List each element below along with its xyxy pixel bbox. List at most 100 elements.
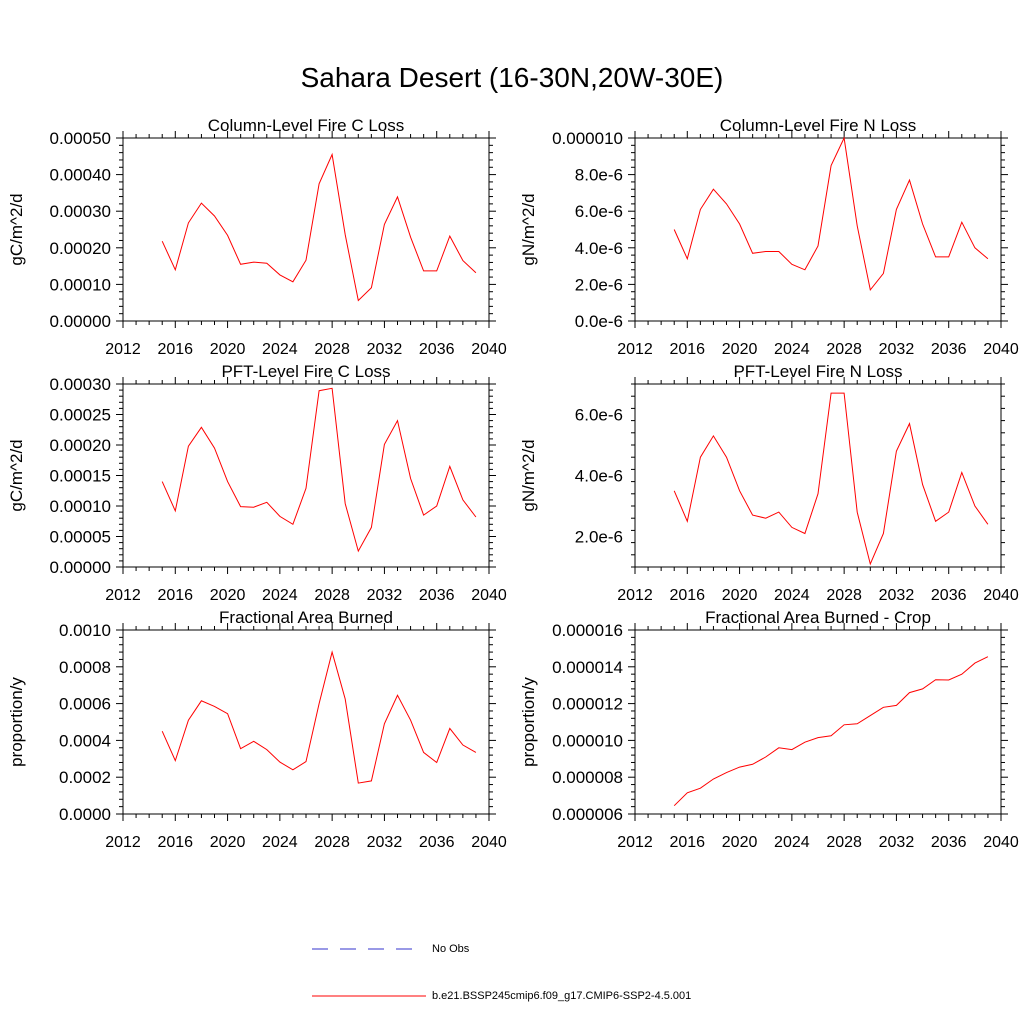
x-tick-label: 2036 bbox=[419, 587, 455, 604]
panel-3: PFT-Level Fire C Loss 2012 2016 2020 2024 202… bbox=[7, 362, 507, 604]
figure-title: Sahara Desert (16-30N,20W-30E) bbox=[300, 62, 724, 93]
y-tick-label: 0.00000 bbox=[50, 312, 111, 331]
y-tick-label: 2.0e-6 bbox=[575, 528, 623, 547]
x-tick-label: 2016 bbox=[669, 834, 705, 851]
x-tick-label: 2020 bbox=[722, 587, 758, 604]
x-tick-label: 2024 bbox=[774, 587, 810, 604]
y-tick-label: 4.0e-6 bbox=[575, 467, 623, 486]
y-tick-label: 0.00000 bbox=[50, 558, 111, 577]
series-line-1 bbox=[673, 656, 989, 807]
y-axis-label: proportion/y bbox=[7, 677, 26, 767]
y-tick-label: 2.0e-6 bbox=[575, 275, 623, 294]
y-tick-label: 6.0e-6 bbox=[575, 406, 623, 425]
x-tick-label: 2028 bbox=[314, 341, 350, 358]
y-axis-label: gC/m^2/d bbox=[7, 193, 26, 265]
x-tick-label: 2036 bbox=[419, 834, 455, 851]
x-tick-label: 2020 bbox=[210, 341, 246, 358]
x-tick-label: 2012 bbox=[617, 341, 653, 358]
x-tick-label: 2024 bbox=[262, 834, 298, 851]
x-tick-label: 2016 bbox=[157, 834, 193, 851]
y-tick-label: 0.00030 bbox=[50, 202, 111, 221]
x-tick-label: 2024 bbox=[262, 341, 298, 358]
series-line-1 bbox=[161, 387, 477, 553]
panel-1: Column-Level Fire C Loss 2012 2016 2020 2024… bbox=[7, 116, 507, 358]
plot-frame bbox=[634, 383, 1002, 568]
panel-5: Fractional Area Burned 2012 2016 2020 2024 20… bbox=[7, 608, 507, 851]
y-tick-label: 0.000014 bbox=[552, 658, 623, 677]
y-tick-label: 0.000008 bbox=[552, 768, 623, 787]
x-tick-label: 2032 bbox=[879, 587, 915, 604]
x-tick-label: 2036 bbox=[931, 341, 967, 358]
y-tick-label: 0.00050 bbox=[50, 129, 111, 148]
y-tick-label: 0.0e-6 bbox=[575, 312, 623, 331]
y-tick-label: 0.00015 bbox=[50, 467, 111, 486]
y-tick-label: 8.0e-6 bbox=[575, 166, 623, 185]
panel-6: Fractional Area Burned - Crop 2012 2016 202… bbox=[519, 608, 1019, 851]
series-line-1 bbox=[673, 392, 989, 566]
x-tick-label: 2032 bbox=[879, 341, 915, 358]
x-tick-label: 2032 bbox=[367, 587, 403, 604]
series-line-1 bbox=[161, 152, 477, 302]
panel-4: PFT-Level Fire N Loss 2012 2016 2020 2024 202… bbox=[519, 362, 1019, 604]
series-line-1 bbox=[161, 650, 477, 784]
y-axis-label: gN/m^2/d bbox=[519, 193, 538, 265]
plot-frame bbox=[634, 629, 1002, 815]
x-tick-label: 2012 bbox=[105, 587, 141, 604]
y-tick-label: 0.0000 bbox=[59, 805, 111, 824]
x-tick-label: 2028 bbox=[826, 341, 862, 358]
y-tick-label: 6.0e-6 bbox=[575, 202, 623, 221]
y-tick-label: 0.000010 bbox=[552, 129, 623, 148]
y-tick-label: 0.00010 bbox=[50, 497, 111, 516]
x-tick-label: 2032 bbox=[367, 341, 403, 358]
x-tick-label: 2012 bbox=[105, 341, 141, 358]
plot-frame bbox=[122, 629, 490, 815]
y-tick-label: 0.000010 bbox=[552, 731, 623, 750]
y-axis-label: proportion/y bbox=[519, 677, 538, 767]
x-tick-label: 2012 bbox=[105, 834, 141, 851]
y-tick-label: 0.00025 bbox=[50, 406, 111, 425]
panel-title: Fractional Area Burned bbox=[219, 608, 393, 627]
x-tick-label: 2036 bbox=[931, 834, 967, 851]
x-tick-label: 2040 bbox=[471, 834, 507, 851]
y-tick-label: 0.00010 bbox=[50, 275, 111, 294]
x-tick-label: 2040 bbox=[983, 587, 1019, 604]
x-tick-label: 2040 bbox=[471, 341, 507, 358]
y-tick-label: 0.0008 bbox=[59, 658, 111, 677]
y-tick-label: 0.000012 bbox=[552, 695, 623, 714]
x-tick-label: 2020 bbox=[210, 587, 246, 604]
y-tick-label: 0.0002 bbox=[59, 768, 111, 787]
panel-title: Fractional Area Burned - Crop bbox=[705, 608, 931, 627]
y-tick-label: 0.000006 bbox=[552, 805, 623, 824]
panel-title: Column-Level Fire C Loss bbox=[208, 116, 405, 135]
x-tick-label: 2024 bbox=[774, 834, 810, 851]
panel-title: PFT-Level Fire N Loss bbox=[733, 362, 902, 381]
x-tick-label: 2040 bbox=[983, 341, 1019, 358]
y-tick-label: 0.000016 bbox=[552, 621, 623, 640]
y-tick-label: 0.0006 bbox=[59, 695, 111, 714]
x-tick-label: 2040 bbox=[983, 834, 1019, 851]
panel-title: PFT-Level Fire C Loss bbox=[221, 362, 390, 381]
x-tick-label: 2020 bbox=[722, 834, 758, 851]
x-tick-label: 2036 bbox=[419, 341, 455, 358]
panel-title: Column-Level Fire N Loss bbox=[720, 116, 917, 135]
x-tick-label: 2020 bbox=[722, 341, 758, 358]
x-tick-label: 2016 bbox=[157, 341, 193, 358]
x-tick-label: 2020 bbox=[210, 834, 246, 851]
legend-lines bbox=[312, 948, 426, 997]
y-tick-label: 0.00020 bbox=[50, 436, 111, 455]
x-tick-label: 2040 bbox=[471, 587, 507, 604]
x-tick-label: 2012 bbox=[617, 834, 653, 851]
x-tick-label: 2036 bbox=[931, 587, 967, 604]
y-tick-label: 0.00040 bbox=[50, 166, 111, 185]
plot-frame bbox=[122, 137, 490, 322]
x-tick-label: 2028 bbox=[314, 587, 350, 604]
y-tick-label: 0.00020 bbox=[50, 239, 111, 258]
x-tick-label: 2032 bbox=[367, 834, 403, 851]
panel-2: Column-Level Fire N Loss 2012 2016 2020 2024… bbox=[519, 116, 1019, 358]
x-tick-label: 2016 bbox=[669, 341, 705, 358]
y-tick-label: 0.00005 bbox=[50, 528, 111, 547]
series-line-1 bbox=[673, 136, 989, 292]
x-tick-label: 2032 bbox=[879, 834, 915, 851]
y-tick-label: 0.0004 bbox=[59, 731, 111, 750]
